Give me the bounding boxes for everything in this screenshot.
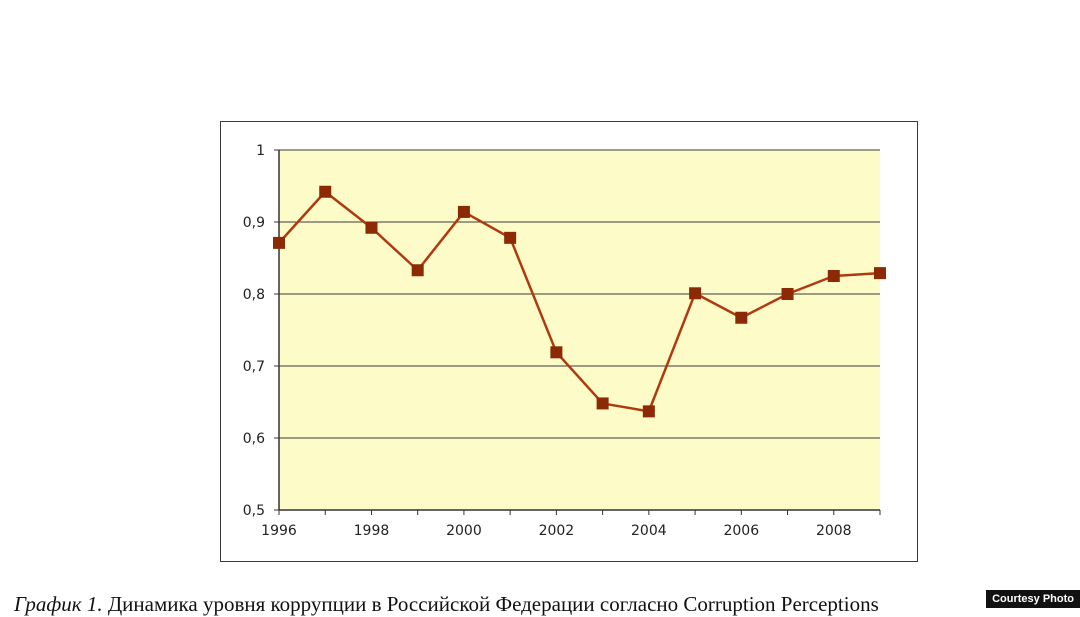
data-point-marker: [273, 236, 285, 249]
y-tick-label: 0,7: [243, 359, 265, 375]
chart-frame: 0,5 0,6 0,7 0,8 0,9 1 1996 1998 2000 2002 2004 2006…: [220, 121, 918, 562]
figure-caption: График 1. Динамика уровня коррупции в Ро…: [14, 592, 879, 617]
data-point-marker: [781, 288, 794, 300]
x-tick-label: 1998: [354, 523, 390, 539]
data-point-marker: [411, 264, 424, 277]
data-point-marker: [689, 287, 702, 300]
data-point-marker: [827, 270, 840, 282]
line-chart: 0,5 0,6 0,7 0,8 0,9 1 1996 1998 2000 2002 2004 2006…: [243, 143, 886, 539]
photo-credit-badge: Courtesy Photo: [986, 590, 1080, 608]
y-tick-label: 0,5: [243, 503, 265, 519]
x-tick-label: 1996: [261, 523, 297, 539]
plot-area: [279, 150, 880, 510]
caption-text: Динамика уровня коррупции в Российской Ф…: [102, 592, 879, 616]
x-tick-label: 2000: [446, 523, 482, 539]
data-point-marker: [365, 221, 378, 234]
data-point-marker: [642, 405, 655, 418]
y-tick-label: 0,8: [243, 287, 265, 303]
x-tick-label: 2002: [539, 523, 575, 539]
caption-prefix: График 1.: [14, 592, 103, 616]
data-point-marker: [735, 311, 748, 324]
y-tick-label: 1: [256, 143, 265, 159]
x-tick-label: 2004: [631, 523, 667, 539]
data-point-marker: [874, 267, 886, 280]
data-point-marker: [504, 231, 517, 244]
data-point-marker: [596, 397, 609, 410]
data-point-marker: [457, 205, 470, 218]
x-tick-label: 2006: [723, 523, 759, 539]
y-tick-label: 0,9: [243, 215, 265, 231]
y-tick-label: 0,6: [243, 431, 265, 447]
data-point-marker: [550, 346, 563, 359]
data-point-marker: [319, 185, 332, 198]
series-line: [278, 190, 881, 413]
x-tick-label: 2008: [816, 523, 852, 539]
